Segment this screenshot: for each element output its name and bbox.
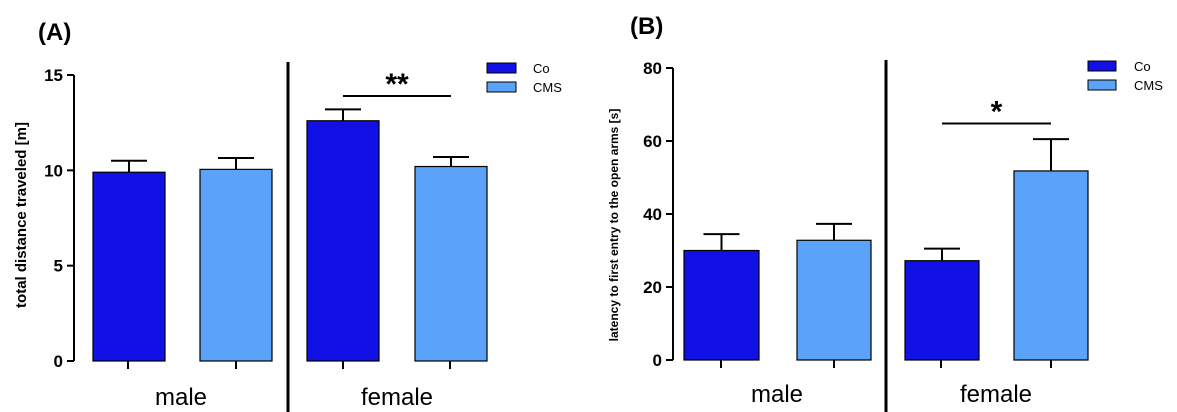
legend-a: Co CMS <box>486 61 562 95</box>
bar-cms-male <box>199 168 273 362</box>
chart-panel-a: (A) total distance traveled [m] 0 5 10 15 m… <box>0 0 588 412</box>
y-tick-label-a: 10 <box>44 161 63 180</box>
bar-co-male <box>683 249 760 361</box>
bars-a <box>92 108 488 362</box>
category-labels-b: male female <box>751 381 1032 408</box>
legend-swatch-cms <box>1087 79 1117 91</box>
chart-a-svg: (A) total distance traveled [m] 0 5 10 15 m… <box>13 19 562 412</box>
y-axis-label-b: latency to first entry to the open arms … <box>607 109 621 342</box>
legend-label-co: Co <box>533 61 550 76</box>
axes-a: 0 5 10 15 <box>44 62 451 412</box>
y-tick-label-b: 80 <box>643 59 662 78</box>
legend-swatch-co <box>1087 60 1117 72</box>
y-tick-label-b: 20 <box>643 278 662 297</box>
chart-panel-b: (B) latency to first entry to the open a… <box>588 0 1177 412</box>
legend-swatch-co <box>486 62 517 74</box>
y-tick-label-a: 5 <box>54 257 63 276</box>
category-label-female: female <box>960 381 1032 408</box>
bars-b <box>683 138 1089 361</box>
y-tick-label-b: 60 <box>643 132 662 151</box>
y-tick-label-b: 40 <box>643 205 662 224</box>
significance-marker-a: ** <box>385 68 409 101</box>
legend-label-co: Co <box>1134 59 1151 74</box>
significance-a: ** <box>343 68 451 101</box>
legend-label-cms: CMS <box>1134 78 1163 93</box>
bar-co-female <box>306 120 380 362</box>
category-labels-a: male female <box>155 384 433 411</box>
category-label-male: male <box>751 381 803 408</box>
y-tick-label-b: 0 <box>653 351 662 370</box>
y-tick-label-a: 0 <box>54 352 63 371</box>
significance-marker-b: * <box>991 95 1003 128</box>
category-label-male: male <box>155 384 207 411</box>
bar-co-male <box>92 171 166 362</box>
panel-label-b: (B) <box>630 13 663 40</box>
chart-b-svg: (B) latency to first entry to the open a… <box>607 13 1163 412</box>
legend-label-cms: CMS <box>533 80 562 95</box>
axes-b: 0 20 40 60 80 <box>643 59 1052 412</box>
legend-swatch-cms <box>486 81 517 93</box>
significance-b: * <box>942 95 1051 128</box>
legend-b: Co CMS <box>1087 59 1163 93</box>
y-axis-label-a: total distance traveled [m] <box>13 122 30 308</box>
bar-co-female <box>904 260 980 361</box>
panel-label-a: (A) <box>38 19 71 46</box>
bar-cms-male <box>796 239 872 361</box>
y-tick-label-a: 15 <box>44 66 63 85</box>
bar-cms-female <box>414 165 488 362</box>
category-label-female: female <box>361 384 433 411</box>
bar-cms-female <box>1013 170 1089 361</box>
